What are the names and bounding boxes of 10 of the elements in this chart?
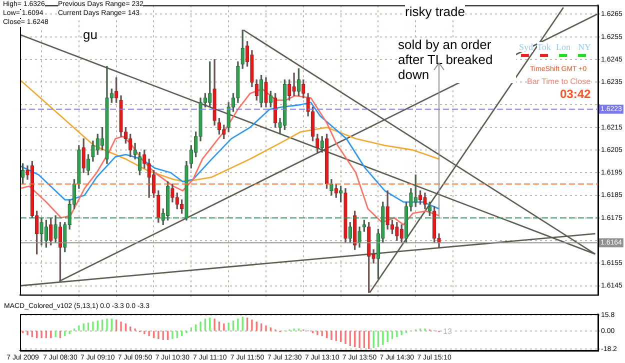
annotation: Syd bbox=[519, 42, 534, 52]
annotation: risky trade bbox=[405, 4, 465, 20]
annotation: Lon bbox=[556, 42, 570, 52]
annotation: gu bbox=[83, 27, 98, 43]
annotation: Bar Time to Close bbox=[527, 77, 591, 86]
annotation: sold by an order after TL breaked down bbox=[398, 37, 516, 83]
annotation: Tok bbox=[537, 42, 551, 52]
annotation: 13 bbox=[443, 327, 452, 336]
annotation: NY bbox=[578, 42, 591, 52]
annotation: 03:42 bbox=[560, 87, 591, 102]
